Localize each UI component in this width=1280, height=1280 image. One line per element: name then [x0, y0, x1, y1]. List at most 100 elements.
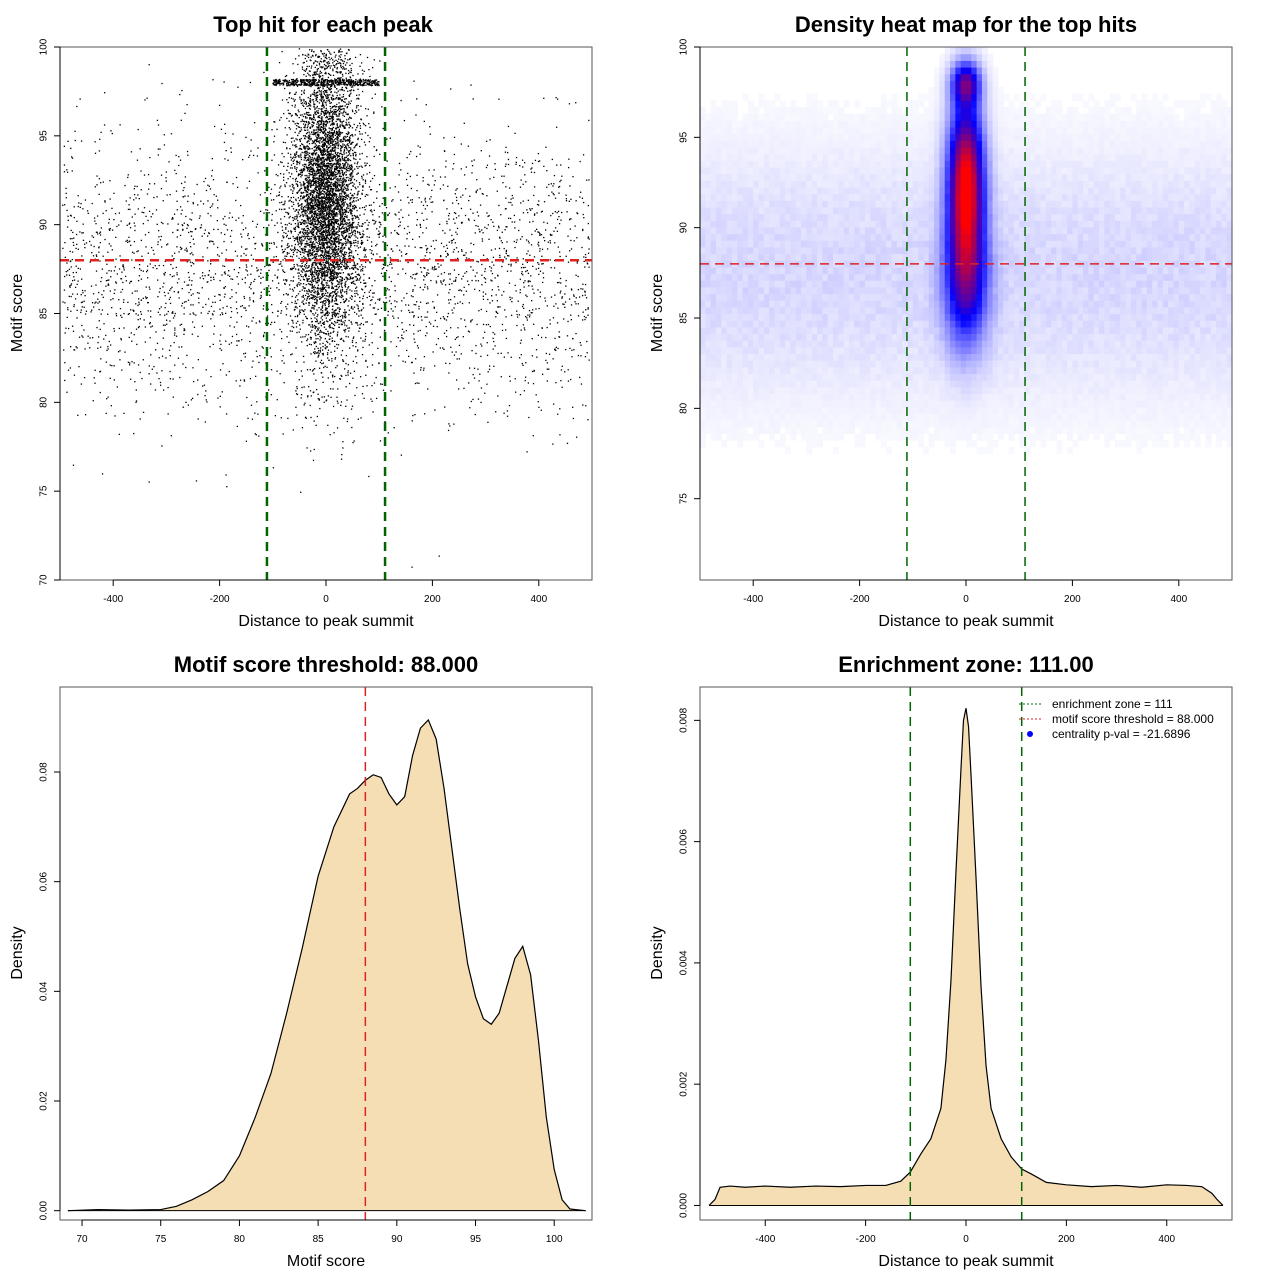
scatter-point	[128, 236, 130, 238]
scatter-point	[495, 311, 498, 314]
scatter-point	[465, 271, 468, 273]
scatter-point	[451, 234, 453, 237]
scatter-point	[419, 301, 422, 303]
scatter-point	[342, 195, 344, 198]
scatter-point	[294, 144, 296, 147]
scatter-point	[329, 137, 331, 140]
scatter-point	[328, 65, 330, 67]
scatter-point	[515, 261, 517, 264]
scatter-point	[293, 217, 295, 219]
scatter-point	[571, 356, 573, 358]
scatter-point	[198, 292, 200, 294]
scatter-point	[229, 212, 231, 214]
scatter-point	[520, 354, 522, 356]
scatter-point	[322, 173, 324, 175]
scatter-point	[253, 292, 255, 294]
scatter-point	[415, 304, 417, 306]
scatter-point	[394, 186, 396, 188]
scatter-point	[231, 278, 234, 280]
scatter-point	[284, 283, 286, 285]
scatter-point	[379, 319, 381, 321]
scatter-point	[430, 245, 432, 248]
scatter-point	[177, 291, 179, 294]
scatter-point	[396, 301, 398, 303]
scatter-point	[311, 65, 313, 67]
scatter-point	[406, 156, 408, 159]
scatter-point	[427, 302, 429, 304]
scatter-point	[311, 277, 313, 279]
scatter-point	[364, 182, 367, 184]
scatter-point	[386, 244, 389, 247]
scatter-point	[326, 154, 328, 157]
scatter-point	[119, 124, 121, 126]
scatter-point	[342, 145, 344, 147]
scatter-point	[226, 305, 228, 307]
scatter-point	[289, 255, 292, 257]
scatter-point	[294, 165, 296, 168]
scatter-point	[318, 116, 321, 119]
scatter-point	[312, 158, 314, 160]
scatter-point	[550, 214, 552, 217]
scatter-point	[362, 323, 365, 326]
scatter-point	[296, 255, 298, 257]
scatter-point	[520, 202, 522, 204]
scatter-point	[337, 163, 340, 165]
scatter-point	[309, 211, 311, 214]
scatter-point	[340, 401, 343, 403]
scatter-point	[193, 193, 195, 195]
scatter-point	[337, 283, 339, 285]
scatter-point	[313, 208, 316, 210]
scatter-point	[416, 218, 419, 221]
scatter-point	[296, 185, 299, 188]
scatter-point	[561, 175, 563, 177]
scatter-point	[332, 295, 334, 297]
scatter-point	[370, 209, 372, 211]
scatter-point	[522, 212, 525, 214]
scatter-point	[315, 232, 317, 234]
scatter-point	[205, 399, 207, 401]
scatter-point	[519, 278, 521, 280]
scatter-point	[298, 126, 300, 128]
scatter-point	[191, 262, 194, 264]
scatter-point	[371, 384, 373, 387]
scatter-point	[106, 272, 108, 274]
scatter-point	[314, 211, 316, 213]
scatter-point	[470, 84, 472, 86]
scatter-point	[315, 277, 317, 280]
scatter-point	[155, 331, 157, 333]
scatter-point	[127, 241, 129, 244]
scatter-point	[404, 245, 406, 247]
scatter-points	[62, 48, 590, 568]
scatter-point	[424, 276, 426, 278]
scatter-point	[478, 289, 481, 292]
scatter-point	[86, 210, 89, 212]
scatter-point	[318, 278, 320, 281]
scatter-point	[210, 318, 212, 320]
scatter-point	[196, 183, 198, 186]
scatter-point	[484, 392, 486, 394]
scatter-point	[339, 139, 341, 141]
scatter-point	[585, 316, 587, 319]
scatter-point	[287, 246, 290, 248]
scatter-point	[167, 243, 169, 245]
scatter-point	[327, 111, 329, 113]
scatter-point	[257, 172, 259, 174]
scatter-point	[208, 241, 211, 243]
scatter-point	[471, 279, 473, 282]
scatter-point	[498, 247, 501, 250]
scatter-point	[342, 178, 344, 180]
scatter-point	[209, 206, 212, 209]
scatter-point	[303, 404, 305, 406]
scatter-point	[313, 157, 316, 159]
scatter-point	[426, 251, 428, 254]
scatter-point	[91, 235, 93, 237]
scatter-point	[454, 280, 457, 282]
scatter-point	[243, 380, 246, 382]
scatter-point	[242, 159, 244, 161]
scatter-point	[560, 219, 562, 221]
scatter-point	[445, 166, 447, 168]
scatter-point	[350, 223, 352, 225]
scatter-point	[321, 130, 323, 133]
scatter-point	[201, 325, 203, 327]
scatter-point	[576, 237, 578, 239]
